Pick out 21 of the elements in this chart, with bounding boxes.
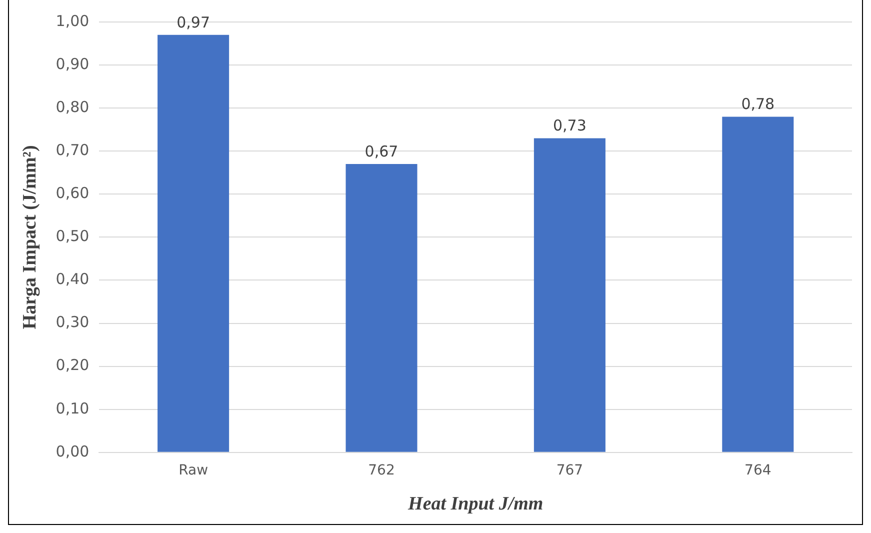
x-tick-label: 762 (368, 462, 395, 478)
data-label: 0,73 (552, 116, 586, 135)
y-tick-label: 0,70 (56, 141, 90, 160)
y-tick-label: 0,00 (56, 442, 90, 460)
y-tick-label: 0,80 (56, 98, 90, 116)
x-tick-label: 767 (556, 462, 584, 478)
x-axis-title: Heat Input J/mm (407, 494, 544, 515)
y-axis-title: Harga Impact (J/mm²) (19, 145, 40, 330)
y-tick-label: 0,50 (56, 227, 90, 246)
data-label: 0,97 (176, 13, 210, 32)
y-tick-label: 0,40 (56, 270, 90, 288)
y-tick-label: 0,10 (56, 399, 90, 418)
y-tick-label: 0,60 (56, 184, 90, 202)
y-tick-label: 0,20 (56, 356, 90, 374)
x-tick-label: Raw (178, 462, 208, 478)
x-tick-label: 764 (744, 462, 772, 478)
data-label: 0,67 (364, 142, 398, 160)
y-tick-label: 0,30 (56, 313, 90, 332)
y-tick-label: 1,00 (56, 12, 90, 30)
y-tick-label: 0,90 (56, 54, 90, 73)
data-label: 0,78 (741, 95, 775, 114)
